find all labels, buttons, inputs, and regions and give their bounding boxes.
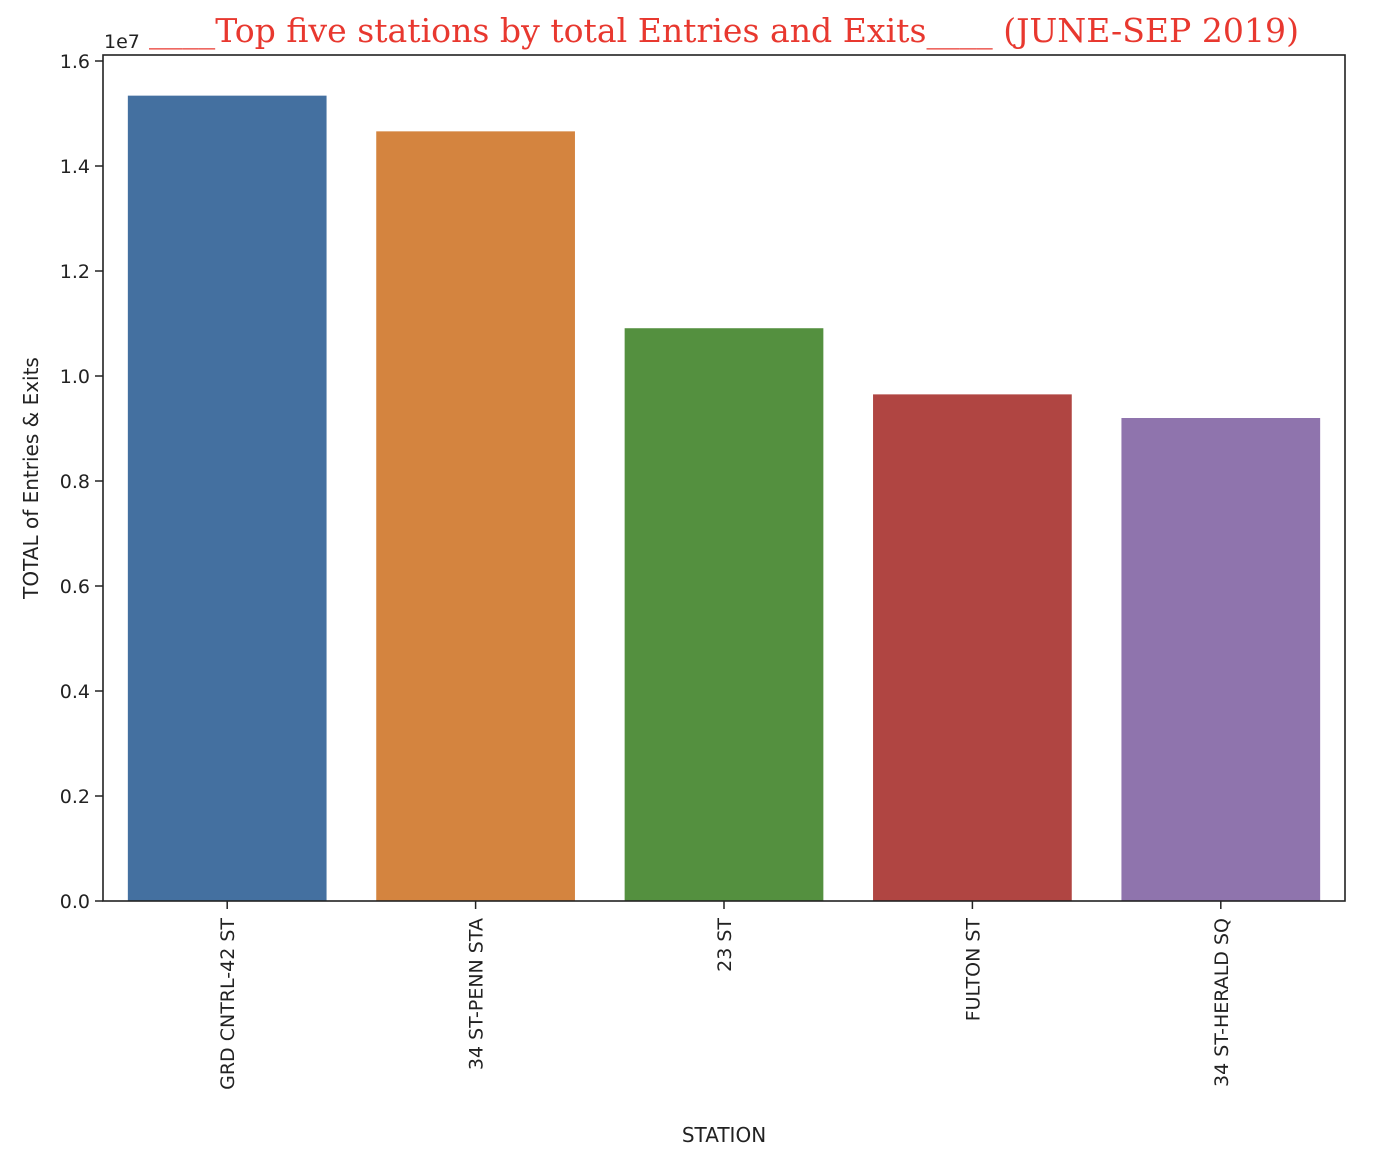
y-axis: 0.0 0.2 0.4 0.6 0.8 1.0 1.2 1.4 1.6 <box>60 51 103 913</box>
chart-title: ____Top five stations by total Entries a… <box>149 11 1299 51</box>
y-tick-label: 0.2 <box>60 786 90 808</box>
y-tick-label: 1.4 <box>60 156 90 178</box>
x-tick-label: 23 ST <box>714 918 736 972</box>
bar-2 <box>376 131 575 902</box>
y-tick-label: 0.6 <box>60 576 90 598</box>
x-tick-label: 34 ST-PENN STA <box>466 918 488 1070</box>
y-axis-offset-label: 1e7 <box>104 31 140 53</box>
bars-layer <box>127 95 1321 902</box>
bar-5 <box>1121 418 1321 901</box>
y-tick-label: 0.4 <box>60 681 90 703</box>
bar-4 <box>873 394 1072 901</box>
y-tick-label: 1.0 <box>60 366 90 388</box>
plot-frame <box>102 54 1346 902</box>
x-axis-label: STATION <box>682 1123 766 1147</box>
y-tick-label: 1.6 <box>60 51 90 73</box>
y-axis-label: TOTAL of Entries & Exits <box>19 357 43 600</box>
x-tick-label: 34 ST-HERALD SQ <box>1211 918 1233 1087</box>
bar-1 <box>127 95 327 901</box>
y-tick-label: 1.2 <box>60 261 90 283</box>
y-tick-label: 0.8 <box>60 471 90 493</box>
x-tick-label: GRD CNTRL-42 ST <box>217 918 239 1090</box>
x-tick-label: FULTON ST <box>962 918 984 1022</box>
y-tick-label: 0.0 <box>60 891 90 913</box>
x-axis: GRD CNTRL-42 ST 34 ST-PENN STA 23 ST FULTON… <box>217 901 1233 1090</box>
bar-3 <box>624 328 824 902</box>
